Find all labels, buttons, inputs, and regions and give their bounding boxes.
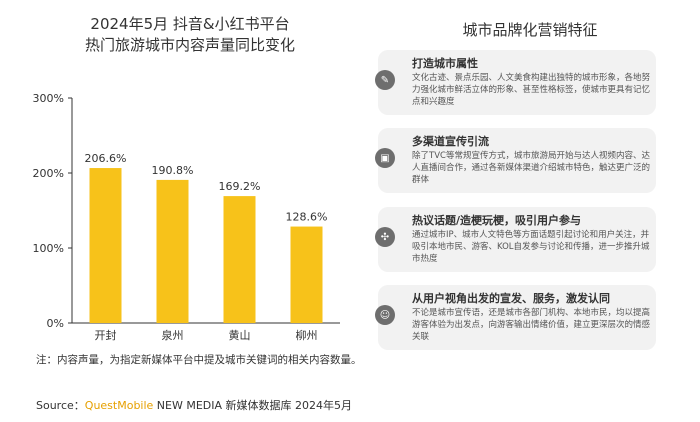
y-tick-label: 300% <box>33 92 64 105</box>
data-label: 206.6% <box>85 152 127 165</box>
x-tick-label: 柳州 <box>296 328 318 342</box>
y-tick-label: 100% <box>33 242 64 255</box>
bar-柳州 <box>290 226 323 323</box>
hashtag-icon: ✣ <box>375 227 395 247</box>
card-title: 多渠道宣传引流 <box>412 135 489 148</box>
feature-card-multichannel: ▣ 多渠道宣传引流 除了TVC等常规宣传方式，城市旅游局开始与达人视频内容、达人… <box>375 128 656 193</box>
source-label: Source： <box>36 399 85 412</box>
chart-title-line1: 2024年5月 抖音&小红书平台 <box>90 15 290 33</box>
card-body: 通过城市IP、城市人文特色等方面话题引起讨论和用户关注，并吸引本地市民、游客、K… <box>412 230 650 264</box>
y-tick-label: 200% <box>33 167 64 180</box>
card-title: 从用户视角出发的宣发、服务，激发认同 <box>412 292 610 305</box>
chart-title-line2: 热门旅游城市内容声量同比变化 <box>84 36 295 54</box>
x-tick-label: 开封 <box>95 328 117 342</box>
card-title: 打造城市属性 <box>412 57 478 70</box>
card-body: 除了TVC等常规宣传方式，城市旅游局开始与达人视频内容、达人直播间合作，通过各新… <box>412 151 651 185</box>
source-brand: QuestMobile <box>84 399 154 412</box>
source-line: Source：QuestMobile NEW MEDIA 新媒体数据库 2024… <box>36 397 352 413</box>
bar-chart: 0% 100% 200% 300% 206.6% 开封 190.8% 泉州 169.2% 黄山 12… <box>33 92 340 342</box>
card-body: 文化古迹、景点乐园、人文美食构建出独特的城市形象，各地努力强化城市鲜活立体的形象… <box>412 73 651 107</box>
x-tick-label: 黄山 <box>229 328 251 342</box>
feature-card-user-perspective: ☺ 从用户视角出发的宣发、服务，激发认同 不论是城市宣传语，还是城市各部门机构、… <box>375 285 656 350</box>
footnote: 注：内容声量，为指定新媒体平台中提及城市关键词的相关内容数量。 <box>36 354 362 366</box>
chart-title: 2024年5月 抖音&小红书平台 热门旅游城市内容声量同比变化 <box>40 14 340 56</box>
feature-card-hot-topics: ✣ 热议话题/造梗玩梗，吸引用户参与 通过城市IP、城市人文特色等方面话题引起讨… <box>375 207 656 272</box>
check-icon: ✎ <box>375 70 395 90</box>
data-label: 169.2% <box>219 180 261 193</box>
y-tick-label: 0% <box>47 317 64 330</box>
data-label: 128.6% <box>286 211 328 224</box>
source-rest: NEW MEDIA 新媒体数据库 2024年5月 <box>153 399 353 412</box>
megaphone-icon: ▣ <box>375 148 395 168</box>
x-tick-label: 泉州 <box>162 328 184 342</box>
bar-泉州 <box>156 179 189 323</box>
user-icon: ☺ <box>375 305 395 325</box>
card-title: 热议话题/造梗玩梗，吸引用户参与 <box>412 214 582 227</box>
panel-title: 城市品牌化营销特征 <box>462 21 598 39</box>
data-label: 190.8% <box>152 164 194 177</box>
bar-黄山 <box>223 196 256 323</box>
card-body: 不论是城市宣传语，还是城市各部门机构、本地市民，均以提高游客体验为出发点，向游客… <box>412 308 651 342</box>
bar-开封 <box>89 168 122 323</box>
feature-card-city-attribute: ✎ 打造城市属性 文化古迹、景点乐园、人文美食构建出独特的城市形象，各地努力强化… <box>375 50 656 115</box>
